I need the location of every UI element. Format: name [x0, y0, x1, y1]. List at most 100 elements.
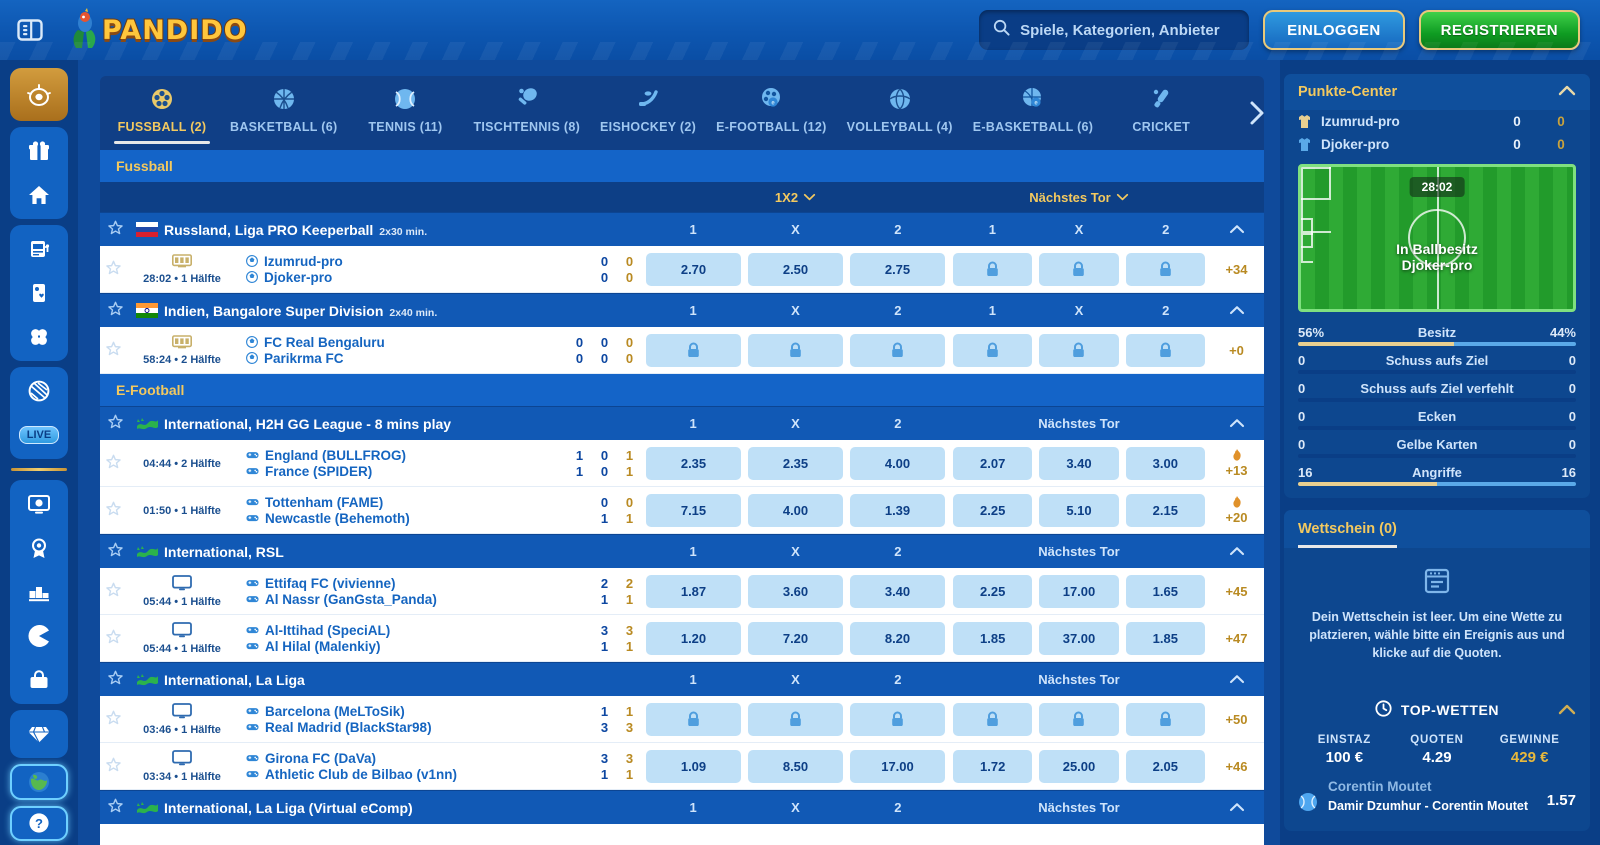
star-icon[interactable]	[100, 414, 130, 434]
odd-1x2-x[interactable]: 3.60	[748, 574, 843, 608]
sidebar-item-leaderboard[interactable]	[10, 570, 68, 614]
match-row[interactable]: 05:44 • 1 Hälfte Al-Ittihad (SpeciAL) Al H…	[100, 615, 1264, 662]
chevron-up-icon[interactable]	[1558, 702, 1576, 718]
points-center-header[interactable]: Punkte-Center	[1284, 74, 1590, 110]
odd-next-goal-2[interactable]	[1125, 333, 1205, 367]
tab-basketball[interactable]: BASKETBALL (6)	[220, 76, 347, 150]
match-row[interactable]: 03:34 • 1 Hälfte Girona FC (DaVa) Athletic…	[100, 743, 1264, 790]
star-icon[interactable]	[100, 301, 130, 321]
league-header[interactable]: Russland, Liga PRO Keeperball 2x30 min. 1 X…	[100, 212, 1264, 246]
odd-1x2-x[interactable]: 2.35	[748, 446, 843, 480]
odd-1x2-x[interactable]: 8.50	[748, 749, 843, 783]
sidebar-item-pacman-games[interactable]	[10, 614, 68, 658]
tab-e-football[interactable]: e E-FOOTBALL (12)	[706, 76, 837, 150]
odd-next-goal-x[interactable]: 3.40	[1039, 446, 1119, 480]
odd-1x2-x[interactable]: 7.20	[748, 621, 843, 655]
odd-next-goal-1[interactable]: 2.25	[953, 493, 1033, 527]
sidebar-item-home[interactable]	[10, 173, 68, 217]
odd-1x2-1[interactable]	[646, 333, 741, 367]
favorite-star-icon[interactable]	[100, 710, 126, 728]
odd-next-goal-1[interactable]: 1.72	[953, 749, 1033, 783]
search-input[interactable]	[1020, 21, 1236, 39]
odd-1x2-x[interactable]: 2.50	[748, 252, 843, 286]
login-button[interactable]: EINLOGGEN	[1263, 10, 1405, 50]
odd-1x2-1[interactable]: 1.20	[646, 621, 741, 655]
market-dropdown-next-goal[interactable]: Nächstes Tor	[949, 190, 1209, 205]
chevron-up-icon[interactable]	[1558, 84, 1576, 100]
odd-next-goal-1[interactable]: 1.85	[953, 621, 1033, 655]
odd-1x2-2[interactable]: 4.00	[850, 446, 945, 480]
more-markets-button[interactable]: +50	[1209, 712, 1264, 727]
favorite-star-icon[interactable]	[100, 454, 126, 472]
tab-e-basketball[interactable]: e E-BASKETBALL (6)	[963, 76, 1104, 150]
odd-next-goal-1[interactable]: 2.07	[953, 446, 1033, 480]
odd-1x2-x[interactable]	[748, 702, 843, 736]
sidebar-item-sports[interactable]	[10, 369, 68, 413]
odd-next-goal-2[interactable]: 1.85	[1125, 621, 1205, 655]
brand-logo[interactable]: PANDIDO	[68, 8, 248, 52]
league-header[interactable]: International, La Liga 1 X 2 Nächstes Tor	[100, 662, 1264, 696]
sidebar-item-slots[interactable]	[10, 227, 68, 271]
odd-next-goal-1[interactable]	[953, 333, 1033, 367]
top-bets-header[interactable]: TOP-WETTEN	[1284, 690, 1590, 730]
odd-next-goal-x[interactable]: 17.00	[1039, 574, 1119, 608]
collapse-league-icon[interactable]	[1209, 799, 1264, 817]
tab-betslip[interactable]: Wettschein (0)	[1298, 521, 1397, 548]
odd-next-goal-x[interactable]	[1039, 252, 1119, 286]
sidebar-item-language[interactable]	[10, 764, 68, 800]
odd-1x2-2[interactable]	[850, 333, 945, 367]
league-header[interactable]: International, La Liga (Virtual eComp) 1 X…	[100, 790, 1264, 824]
odd-next-goal-2[interactable]: 3.00	[1125, 446, 1205, 480]
sidebar-item-live-casino[interactable]	[10, 68, 68, 122]
tab-football[interactable]: FUSSBALL (2)	[104, 76, 220, 150]
sidebar-item-virtual-sports[interactable]	[10, 482, 68, 526]
odd-1x2-1[interactable]	[646, 702, 741, 736]
star-icon[interactable]	[100, 542, 130, 562]
match-row[interactable]: 04:44 • 2 Hälfte England (BULLFROG) France…	[100, 440, 1264, 487]
favorite-star-icon[interactable]	[100, 501, 126, 519]
star-icon[interactable]	[100, 670, 130, 690]
odd-1x2-1[interactable]: 2.70	[646, 252, 741, 286]
odd-1x2-1[interactable]: 1.09	[646, 749, 741, 783]
more-markets-button[interactable]: +47	[1209, 631, 1264, 646]
match-row[interactable]: 01:50 • 1 Hälfte Tottenham (FAME) Newcastl…	[100, 487, 1264, 534]
odd-next-goal-x[interactable]: 25.00	[1039, 749, 1119, 783]
sidebar-item-shop[interactable]	[10, 658, 68, 702]
odd-next-goal-2[interactable]: 2.05	[1125, 749, 1205, 783]
top-bet-item[interactable]: Corentin Moutet Damir Dzumhur - Corentin…	[1284, 774, 1590, 831]
odd-next-goal-2[interactable]: 1.65	[1125, 574, 1205, 608]
search-box[interactable]	[979, 10, 1250, 50]
more-markets-button[interactable]: +0	[1209, 343, 1264, 358]
odd-1x2-2[interactable]: 2.75	[850, 252, 945, 286]
sidebar-toggle-icon[interactable]	[0, 0, 60, 60]
odd-1x2-x[interactable]: 4.00	[748, 493, 843, 527]
match-row[interactable]: 05:44 • 1 Hälfte Ettifaq FC (vivienne) Al …	[100, 568, 1264, 615]
odd-1x2-x[interactable]	[748, 333, 843, 367]
star-icon[interactable]	[100, 220, 130, 240]
match-row[interactable]: 58:24 • 2 Hälfte FC Real Bengaluru Parikrm…	[100, 327, 1264, 374]
sidebar-item-help[interactable]: ?	[10, 805, 68, 841]
odd-next-goal-1[interactable]: 2.25	[953, 574, 1033, 608]
tab-ice-hockey[interactable]: EISHOCKEY (2)	[590, 76, 706, 150]
favorite-star-icon[interactable]	[100, 582, 126, 600]
more-markets-button[interactable]: +45	[1209, 584, 1264, 599]
sidebar-item-tournaments[interactable]	[10, 526, 68, 570]
sidebar-item-live-betting[interactable]: LIVE	[10, 413, 68, 457]
more-markets-button[interactable]: +13	[1209, 448, 1264, 478]
collapse-league-icon[interactable]	[1209, 302, 1264, 320]
odd-next-goal-2[interactable]	[1125, 252, 1205, 286]
sidebar-item-vip[interactable]	[10, 712, 68, 756]
favorite-star-icon[interactable]	[100, 757, 126, 775]
odd-next-goal-2[interactable]	[1125, 702, 1205, 736]
odd-1x2-2[interactable]	[850, 702, 945, 736]
more-markets-button[interactable]: +34	[1209, 262, 1264, 277]
odd-next-goal-1[interactable]	[953, 252, 1033, 286]
odd-next-goal-2[interactable]: 2.15	[1125, 493, 1205, 527]
league-header[interactable]: Indien, Bangalore Super Division 2x40 min…	[100, 293, 1264, 327]
collapse-league-icon[interactable]	[1209, 543, 1264, 561]
odd-next-goal-x[interactable]: 5.10	[1039, 493, 1119, 527]
sidebar-item-promotions[interactable]	[10, 129, 68, 173]
market-dropdown-1x2[interactable]: 1X2	[642, 190, 949, 205]
tab-volleyball[interactable]: VOLLEYBALL (4)	[837, 76, 963, 150]
collapse-league-icon[interactable]	[1209, 221, 1264, 239]
